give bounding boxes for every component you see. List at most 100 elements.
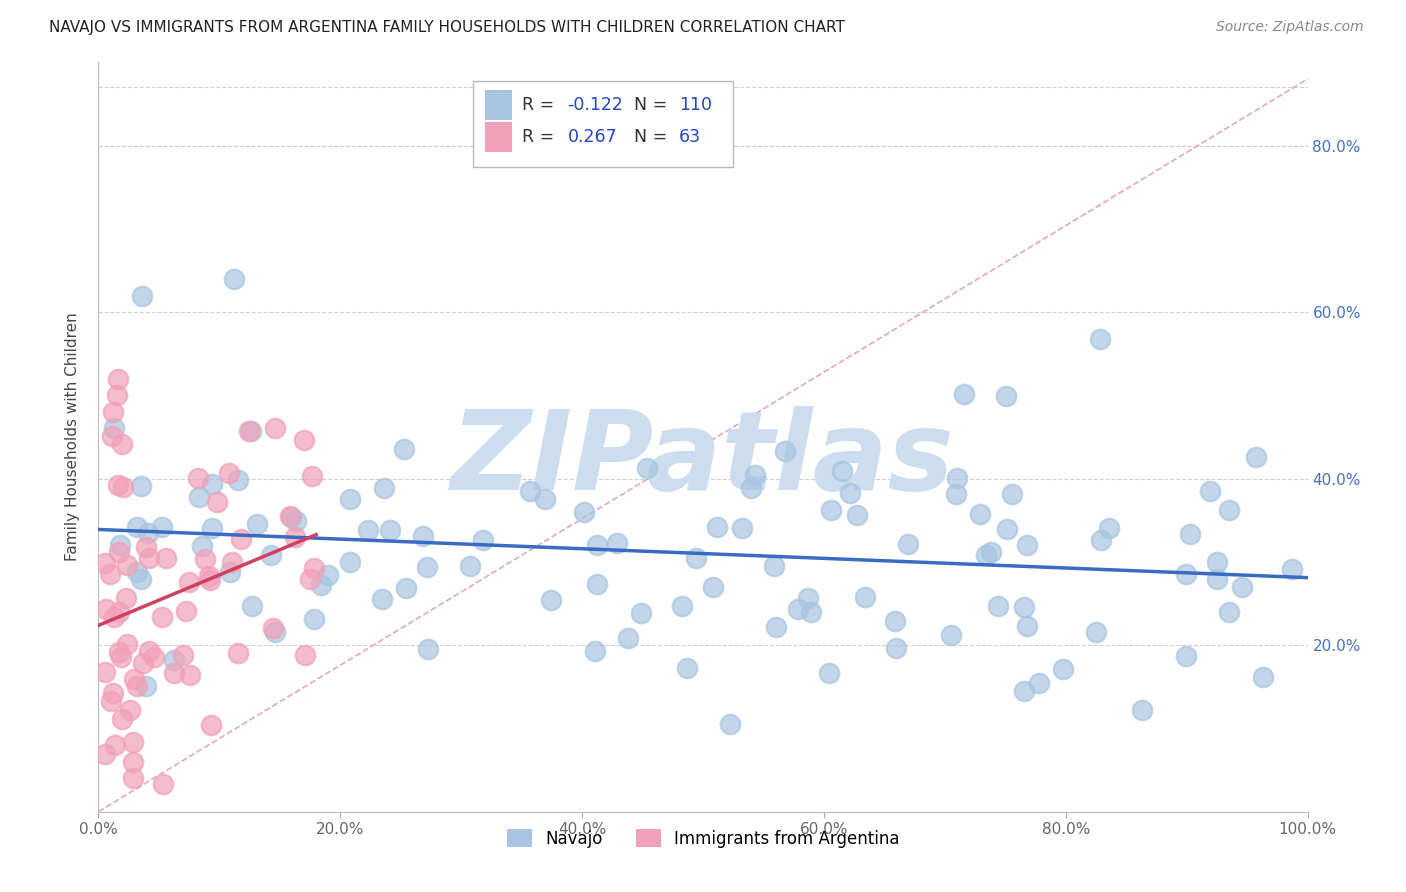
Point bbox=[1205, 572, 1227, 586]
Point bbox=[198, 568, 221, 582]
Point bbox=[980, 544, 1002, 558]
Point bbox=[740, 481, 762, 495]
Point bbox=[100, 694, 122, 708]
Point bbox=[224, 272, 246, 286]
Point bbox=[201, 476, 224, 491]
Text: ZIPatlas: ZIPatlas bbox=[451, 406, 955, 513]
Point bbox=[846, 508, 869, 522]
Point bbox=[883, 614, 905, 628]
Point bbox=[574, 504, 596, 518]
Point bbox=[897, 537, 920, 551]
Y-axis label: Family Households with Children: Family Households with Children bbox=[65, 313, 80, 561]
Point bbox=[1028, 676, 1050, 690]
Point bbox=[416, 642, 439, 657]
Point bbox=[163, 653, 186, 667]
Point bbox=[238, 424, 260, 438]
Point bbox=[110, 650, 132, 665]
Point bbox=[534, 491, 557, 506]
Point bbox=[174, 604, 197, 618]
Point bbox=[1015, 538, 1038, 552]
Point bbox=[135, 540, 157, 554]
Point bbox=[1012, 599, 1035, 614]
Point bbox=[1218, 503, 1240, 517]
Point bbox=[294, 648, 316, 662]
Point bbox=[969, 507, 991, 521]
Point bbox=[412, 529, 434, 543]
Point bbox=[1088, 332, 1111, 346]
Point bbox=[1130, 703, 1153, 717]
Point bbox=[129, 479, 152, 493]
Point bbox=[765, 620, 787, 634]
Point bbox=[150, 520, 173, 534]
Point bbox=[136, 525, 159, 540]
Point bbox=[519, 484, 541, 499]
Point bbox=[201, 521, 224, 535]
Point bbox=[797, 591, 820, 605]
Point bbox=[155, 551, 177, 566]
Point bbox=[125, 519, 148, 533]
Point bbox=[96, 602, 118, 616]
Point bbox=[987, 599, 1010, 613]
Point bbox=[98, 566, 121, 581]
Point bbox=[302, 612, 325, 626]
Point bbox=[240, 424, 263, 438]
Text: 63: 63 bbox=[679, 128, 702, 146]
Point bbox=[676, 661, 699, 675]
Point bbox=[138, 550, 160, 565]
Point bbox=[121, 735, 143, 749]
Point bbox=[292, 433, 315, 447]
Point bbox=[1015, 619, 1038, 633]
Point bbox=[138, 644, 160, 658]
Point bbox=[1052, 662, 1074, 676]
Point bbox=[339, 492, 361, 507]
Point bbox=[718, 717, 741, 731]
Point bbox=[105, 388, 128, 402]
Point bbox=[458, 559, 481, 574]
Point bbox=[228, 646, 250, 660]
Point bbox=[472, 533, 495, 547]
Point bbox=[131, 288, 153, 302]
Point bbox=[200, 573, 222, 587]
Point bbox=[121, 755, 143, 769]
Text: NAVAJO VS IMMIGRANTS FROM ARGENTINA FAMILY HOUSEHOLDS WITH CHILDREN CORRELATION : NAVAJO VS IMMIGRANTS FROM ARGENTINA FAMI… bbox=[49, 20, 845, 35]
Point bbox=[586, 538, 609, 552]
Point bbox=[1218, 605, 1240, 619]
Point bbox=[853, 590, 876, 604]
Point bbox=[278, 508, 301, 523]
Point bbox=[636, 461, 658, 475]
Point bbox=[179, 668, 201, 682]
Point bbox=[786, 601, 808, 615]
Point bbox=[118, 703, 141, 717]
Text: R =: R = bbox=[522, 128, 560, 146]
Point bbox=[262, 621, 284, 635]
Point bbox=[339, 555, 361, 569]
Point bbox=[194, 552, 217, 566]
Point bbox=[304, 561, 326, 575]
Point bbox=[94, 747, 117, 761]
Point bbox=[100, 429, 122, 443]
Point bbox=[111, 437, 134, 451]
Point bbox=[221, 555, 243, 569]
Point bbox=[994, 389, 1017, 403]
Point bbox=[110, 538, 132, 552]
Point bbox=[111, 480, 134, 494]
Point bbox=[706, 520, 728, 534]
Point bbox=[995, 522, 1018, 536]
Text: Source: ZipAtlas.com: Source: ZipAtlas.com bbox=[1216, 20, 1364, 34]
Point bbox=[730, 521, 752, 535]
Point bbox=[284, 530, 307, 544]
Point bbox=[103, 686, 125, 700]
Text: N =: N = bbox=[634, 128, 673, 146]
Point bbox=[1180, 526, 1202, 541]
Point bbox=[228, 473, 250, 487]
Point bbox=[763, 559, 786, 574]
Point bbox=[1012, 683, 1035, 698]
Point bbox=[946, 470, 969, 484]
Text: -0.122: -0.122 bbox=[568, 96, 623, 114]
Point bbox=[884, 641, 907, 656]
Point bbox=[172, 648, 194, 662]
Point bbox=[104, 738, 127, 752]
Point bbox=[1098, 520, 1121, 534]
Point bbox=[142, 649, 165, 664]
Point bbox=[378, 523, 401, 537]
